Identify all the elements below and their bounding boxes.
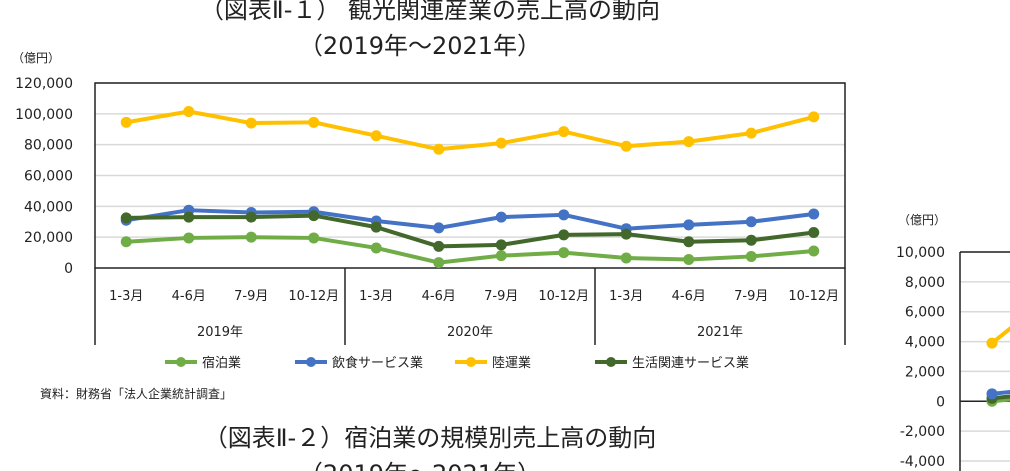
x-tick-label: 4-6月 [172,289,206,304]
x-tick-label: 7-9月 [234,289,268,304]
legend-marker [606,357,616,367]
x-tick-label: 10-12月 [288,289,339,304]
x-group-label: 2019年 [197,325,243,340]
series-line-3 [126,213,814,249]
data-point-1 [808,208,820,220]
next-chart-title: （図表Ⅱ-２）宿泊業の規模別売上高の動向 [204,424,656,452]
x-tick-label: 1-3月 [609,289,643,304]
y-tick-label: 20,000 [24,230,73,246]
chart-subtitle: （2019年～2021年） [299,32,541,60]
next-chart-subtitle: （2019年～2021年） [299,460,541,471]
data-point-2 [683,136,695,148]
data-point-3 [808,227,820,239]
data-point-3 [558,229,570,241]
data-point-3 [120,212,132,224]
x-tick-label: 7-9月 [484,289,518,304]
data-point-0 [683,254,695,266]
data-point-1 [683,219,695,231]
x-group-label: 2021年 [697,325,743,340]
data-point [986,337,998,349]
data-point-1 [433,222,445,234]
data-point-3 [370,221,382,233]
data-point-0 [308,232,320,244]
series-line [990,326,1010,345]
x-group-label: 2020年 [447,325,493,340]
chart-title: （図表Ⅱ-１） 観光関連産業の売上高の動向 [200,0,660,24]
data-point-2 [370,130,382,142]
data-point-3 [245,211,257,223]
data-point-2 [245,117,257,129]
y-tick-label: -2,000 [900,424,945,440]
legend-marker [306,357,316,367]
data-point-3 [308,210,320,222]
data-point-3 [620,228,632,240]
y-tick-label: 80,000 [24,138,73,154]
series-line-0 [126,235,814,265]
data-point-0 [495,250,507,262]
data-point-2 [745,127,757,139]
data-point-0 [183,232,195,244]
data-point [986,388,998,400]
y-tick-label: 0 [64,261,73,277]
x-tick-label: 10-12月 [788,289,839,304]
source-note: 資料：財務省「法人企業統計調査」 [40,386,232,401]
right-y-axis-unit: （億円） [898,213,946,227]
data-point-2 [495,137,507,149]
x-tick-label: 10-12月 [538,289,589,304]
data-point-2 [183,106,195,118]
x-tick-label: 7-9月 [734,289,768,304]
data-point-0 [558,247,570,259]
y-tick-label: 0 [936,394,945,410]
y-tick-label: 120,000 [15,76,73,92]
data-point-2 [620,140,632,152]
x-tick-label: 4-6月 [422,289,456,304]
y-tick-label: -4,000 [900,454,945,470]
x-tick-label: 4-6月 [672,289,706,304]
data-point-2 [120,116,132,128]
legend-marker [466,357,476,367]
data-point-3 [433,240,445,252]
y-axis-unit: （億円） [12,51,60,65]
y-tick-label: 100,000 [15,107,73,123]
series-line-2 [125,109,815,152]
data-point-0 [433,257,445,269]
data-point-1 [745,216,757,228]
legend-label: 陸運業 [492,355,531,371]
data-point-2 [433,143,445,155]
data-point-3 [495,239,507,251]
legend-marker [176,357,186,367]
data-point-2 [808,111,820,123]
data-point-3 [745,234,757,246]
y-tick-label: 6,000 [905,305,945,321]
data-point-3 [183,211,195,223]
y-tick-label: 10,000 [896,245,945,261]
data-point-0 [620,252,632,264]
plot-frame [94,82,846,269]
data-point-2 [308,116,320,128]
legend-label: 宿泊業 [202,355,241,371]
data-point-0 [370,242,382,254]
y-tick-label: 40,000 [24,199,73,215]
y-tick-label: 60,000 [24,169,73,185]
y-tick-label: 8,000 [905,275,945,291]
data-point-2 [558,126,570,138]
data-point-1 [558,209,570,221]
data-point-1 [495,211,507,223]
data-point-0 [120,236,132,248]
data-point-0 [808,245,820,257]
legend-label: 生活関連サービス業 [632,355,749,371]
x-tick-label: 1-3月 [359,289,393,304]
y-tick-label: 2,000 [905,364,945,380]
data-point-0 [745,250,757,262]
series-line-1 [125,208,814,231]
data-point-0 [245,231,257,243]
legend-label: 飲食サービス業 [332,355,423,371]
x-tick-label: 1-3月 [109,289,143,304]
y-tick-label: 4,000 [905,335,945,351]
data-point-3 [683,236,695,248]
